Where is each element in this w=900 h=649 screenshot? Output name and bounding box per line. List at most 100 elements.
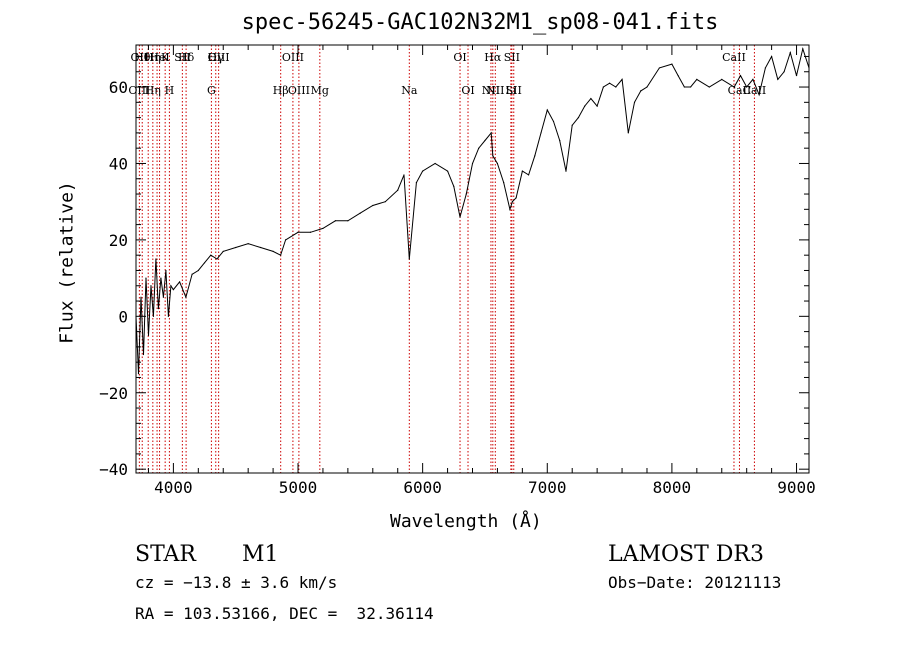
data-point-1 — [137, 373, 140, 375]
data-point-27 — [272, 250, 274, 252]
line-marker-label-bottom-13: Hβ — [273, 84, 289, 97]
data-point-37 — [384, 201, 386, 203]
emission-line-labels: OIIOIIIHθHηHηHeIKHSIIHδGHγOIIIHβOIIIOIII… — [128, 51, 766, 97]
line-marker-label-bottom-17: Na — [401, 84, 418, 97]
data-point-11 — [162, 296, 165, 298]
data-point-97 — [795, 74, 798, 77]
chart-title: spec-56245-GAC102N32M1_sp08-041.fits — [241, 10, 719, 35]
data-point-78 — [646, 86, 648, 88]
data-point-72 — [608, 82, 611, 84]
y-axis-ticks: −40 −20 0 20 40 60 — [99, 55, 809, 479]
data-point-95 — [783, 71, 785, 73]
x-tick-label-4: 8000 — [653, 478, 692, 497]
data-point-49 — [478, 147, 480, 149]
data-point-48 — [471, 162, 474, 165]
data-point-3 — [142, 353, 145, 356]
y-tick-label-3: 20 — [109, 231, 128, 250]
data-point-75 — [627, 132, 629, 134]
line-marker-label-bottom-3: Hη — [145, 84, 161, 97]
line-marker-label-top-6: K — [161, 51, 170, 64]
data-point-82 — [683, 86, 685, 88]
data-point-47 — [465, 193, 467, 195]
y-tick-label-5: 60 — [109, 78, 128, 97]
data-point-4 — [145, 277, 147, 279]
data-point-9 — [157, 308, 160, 310]
data-point-42 — [422, 170, 424, 172]
spectrum-series — [135, 46, 810, 375]
data-point-57 — [515, 197, 517, 199]
line-marker-label-top-18: OI — [453, 51, 466, 64]
data-point-66 — [571, 124, 573, 126]
y-tick-label-2: 0 — [118, 307, 128, 326]
data-point-8 — [155, 258, 157, 260]
data-point-36 — [372, 204, 374, 207]
data-point-68 — [584, 105, 586, 107]
line-marker-label-top-12: OIII — [208, 51, 230, 64]
data-point-93 — [771, 55, 773, 58]
data-point-63 — [552, 120, 555, 123]
data-point-61 — [540, 132, 542, 134]
data-point-39 — [403, 174, 405, 176]
data-point-20 — [203, 262, 206, 264]
x-axis-ticks: 4000 5000 6000 7000 8000 9000 — [147, 45, 816, 497]
data-point-17 — [185, 296, 187, 298]
x-tick-label-2: 6000 — [403, 478, 442, 497]
data-point-98 — [802, 48, 804, 50]
data-point-10 — [160, 277, 162, 279]
data-point-73 — [615, 86, 617, 88]
data-point-85 — [708, 86, 710, 88]
data-point-25 — [247, 243, 249, 245]
x-axis-label: Wavelength (Å) — [390, 511, 542, 532]
line-marker-label-top-26: CaII — [722, 51, 746, 64]
data-point-21 — [210, 254, 212, 256]
data-point-58 — [521, 170, 523, 172]
line-marker-label-bottom-10: G — [207, 84, 216, 97]
series-line-flux — [135, 46, 810, 374]
line-marker-label-top-14: OIII — [282, 51, 304, 64]
data-point-33 — [334, 220, 337, 222]
data-point-44 — [446, 170, 449, 172]
data-point-77 — [640, 90, 642, 92]
data-point-6 — [150, 285, 152, 287]
line-marker-label-bottom-28: CaII — [743, 84, 767, 97]
object-subclass: M1 — [242, 542, 279, 567]
line-marker-label-bottom-20: NII — [482, 84, 500, 97]
y-axis-label: Flux (relative) — [56, 181, 78, 344]
line-marker-label-bottom-19: OI — [461, 84, 474, 97]
line-marker-label-top-9: Hδ — [178, 51, 195, 64]
y-tick-label-1: −20 — [99, 384, 128, 403]
data-point-28 — [279, 254, 282, 256]
y-tick-label-0: −40 — [99, 460, 128, 479]
data-point-43 — [434, 162, 436, 165]
line-marker-label-top-21: Hα — [484, 51, 502, 64]
data-point-30 — [297, 231, 299, 233]
data-point-19 — [197, 269, 199, 272]
data-point-62 — [546, 109, 548, 111]
survey-name: LAMOST DR3 — [608, 542, 764, 567]
data-point-52 — [492, 155, 494, 157]
coordinates: RA = 103.53166, DEC = 32.36114 — [135, 604, 434, 623]
data-point-35 — [359, 212, 361, 214]
data-point-45 — [453, 185, 455, 187]
x-tick-label-0: 4000 — [154, 478, 193, 497]
data-point-64 — [559, 139, 561, 142]
line-marker-label-bottom-22: NII — [486, 84, 504, 97]
data-point-29 — [284, 239, 287, 241]
data-point-2 — [140, 296, 142, 298]
data-point-70 — [596, 105, 598, 107]
observation-date: Obs−Date: 20121113 — [608, 573, 782, 592]
data-point-22 — [216, 258, 218, 260]
line-marker-label-bottom-0: OIII — [128, 84, 150, 97]
line-marker-label-top-8: SII — [174, 51, 190, 64]
data-point-60 — [534, 155, 536, 157]
data-point-53 — [496, 162, 499, 165]
line-marker-label-top-24: SII — [504, 51, 520, 64]
line-marker-label-top-3: Hη — [145, 51, 161, 64]
data-point-91 — [758, 94, 760, 96]
emission-line-markers — [138, 45, 755, 473]
data-point-80 — [671, 63, 673, 65]
data-point-55 — [509, 208, 511, 210]
x-tick-label-1: 5000 — [279, 478, 318, 497]
line-marker-label-top-1: Hθ — [134, 51, 151, 64]
